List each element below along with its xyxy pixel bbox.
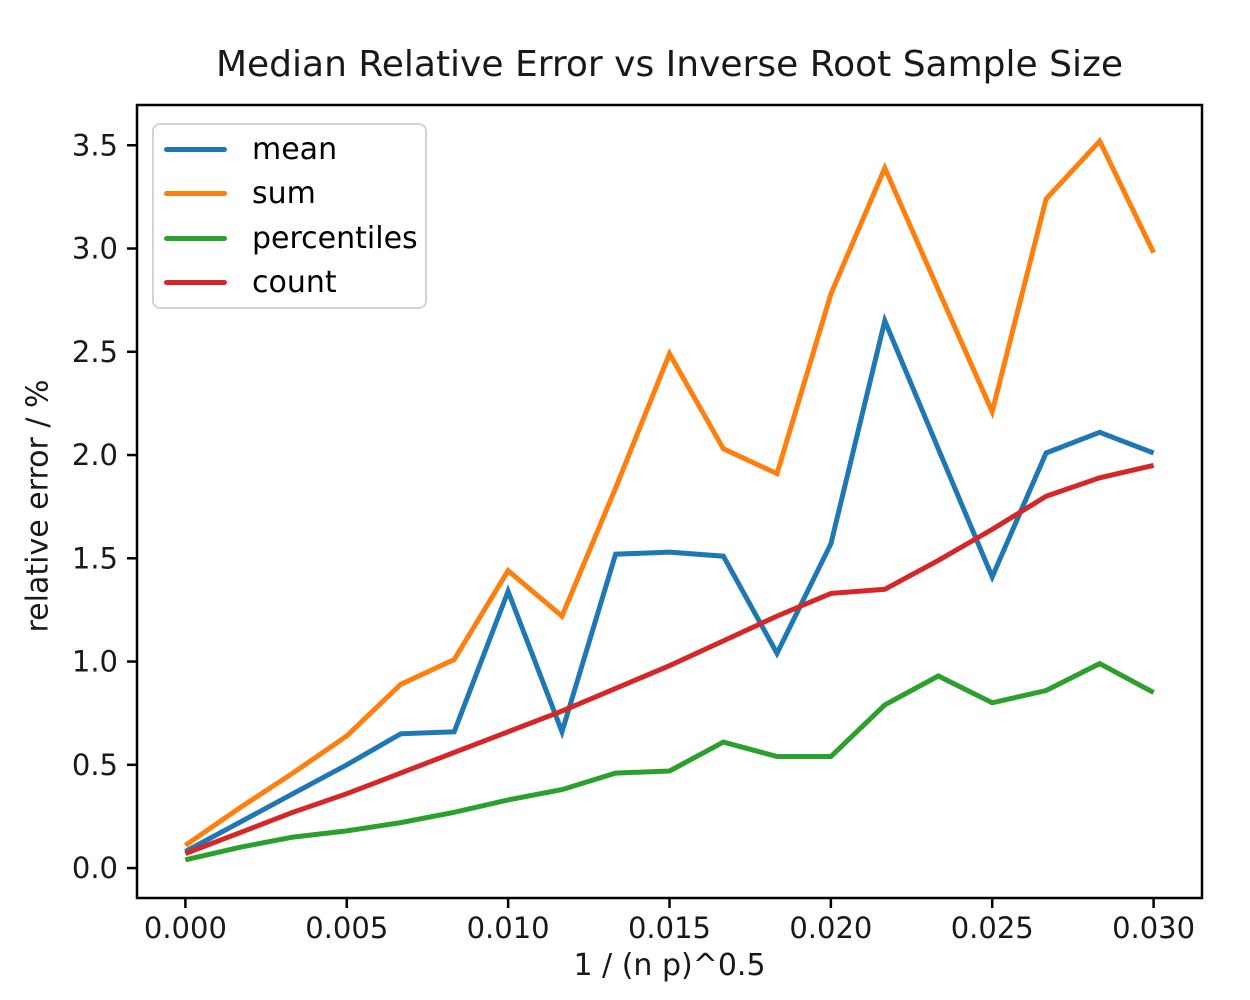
x-tick-label: 0.025 [951, 911, 1034, 945]
y-tick-label: 2.0 [72, 438, 118, 472]
x-tick-label: 0.005 [305, 911, 388, 945]
x-tick-label: 0.000 [144, 911, 227, 945]
legend-swatch-count [164, 280, 227, 286]
y-tick-label: 1.0 [72, 645, 118, 679]
legend-label-mean: mean [252, 131, 338, 167]
x-tick-label: 0.030 [1112, 911, 1195, 945]
y-tick-label: 2.5 [72, 335, 118, 369]
series-line-count [184, 462, 1155, 856]
x-tick-label: 0.020 [789, 911, 872, 945]
legend-swatch-percentiles [164, 235, 227, 241]
legend-label-percentiles: percentiles [252, 220, 418, 256]
series-line-percentiles [184, 660, 1155, 863]
x-tick-label: 0.015 [628, 911, 711, 945]
legend-item-percentiles: percentiles [154, 216, 425, 260]
legend-swatch-mean [164, 146, 227, 152]
y-tick-label: 0.0 [72, 851, 118, 885]
chart-title: Median Relative Error vs Inverse Root Sa… [215, 44, 1124, 85]
y-tick-label: 3.5 [72, 128, 118, 162]
series-line-mean [184, 312, 1155, 854]
y-tick-label: 1.5 [72, 541, 118, 575]
legend-item-count: count [154, 261, 425, 305]
legend-label-sum: sum [252, 176, 316, 212]
x-tick-label: 0.010 [467, 911, 550, 945]
legend-label-count: count [252, 265, 337, 301]
legend-item-mean: mean [154, 127, 425, 171]
y-axis-label: relative error / % [20, 379, 56, 633]
legend-swatch-sum [164, 191, 227, 197]
x-axis-label: 1 / (n p)^0.5 [573, 948, 766, 983]
y-tick-label: 3.0 [72, 232, 118, 266]
y-tick-label: 0.5 [72, 748, 118, 782]
legend-item-sum: sum [154, 172, 425, 216]
axes-frame [135, 103, 1204, 900]
legend: mean sum percentiles count [152, 123, 427, 309]
series-line-sum [183, 136, 1156, 848]
